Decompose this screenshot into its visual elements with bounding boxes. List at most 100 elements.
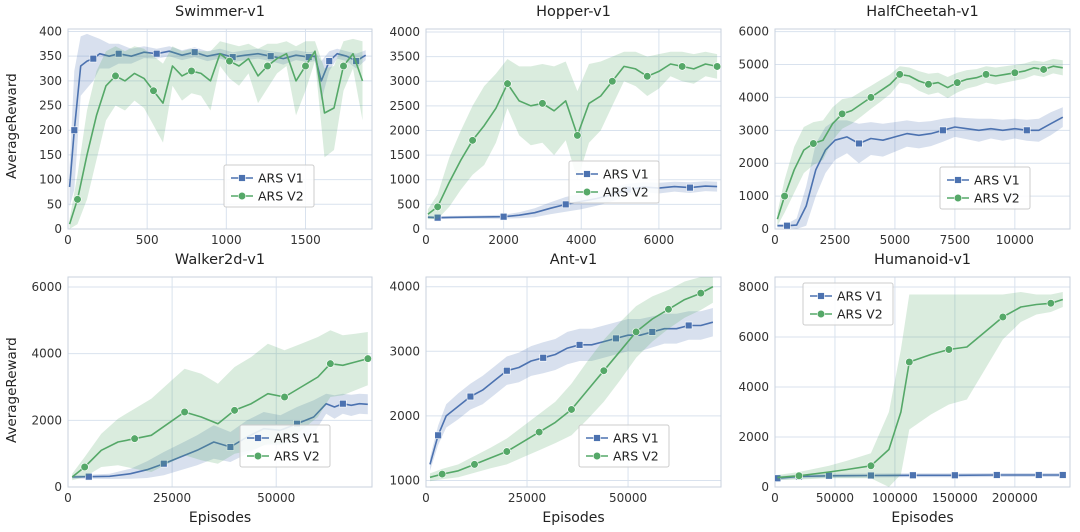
- svg-text:3000: 3000: [389, 344, 420, 358]
- svg-text:ARS V2: ARS V2: [837, 307, 883, 322]
- svg-text:400: 400: [39, 24, 62, 38]
- plot-border: [425, 276, 722, 488]
- svg-text:ARS V1: ARS V1: [837, 289, 883, 304]
- legend: ARS V1 ARS V2: [578, 424, 670, 468]
- series-ars-v1-markers: [85, 399, 347, 481]
- svg-text:500: 500: [136, 233, 159, 247]
- svg-text:4000: 4000: [31, 347, 62, 361]
- plot-border: [774, 28, 1071, 230]
- y-axis-label: AverageReward: [4, 73, 20, 179]
- series-ars-v2-line: [777, 298, 1064, 479]
- svg-text:1500: 1500: [389, 148, 420, 162]
- svg-text:0: 0: [761, 222, 769, 236]
- x-axis-label: Episodes: [188, 510, 252, 526]
- svg-text:500: 500: [397, 197, 420, 211]
- chart-title: Humanoid-v1: [873, 252, 972, 268]
- legend: ARS V1 ARS V2: [568, 160, 660, 204]
- svg-text:1000: 1000: [389, 173, 420, 187]
- chart-halfcheetah-v1: HalfCheetah-v1 0 2500 5000 7500 10000 0 1000 20…: [728, 2, 1077, 250]
- series-ars-v1-line: [68, 50, 367, 188]
- plot-area: 0 2500 5000 7500 10000 0 1000 2000 3000 4000 5000 6…: [728, 22, 1077, 250]
- y-axis-label: AverageReward: [4, 337, 20, 443]
- svg-text:5000: 5000: [738, 58, 769, 72]
- svg-text:5000: 5000: [880, 233, 911, 247]
- svg-text:ARS V2: ARS V2: [603, 185, 649, 200]
- svg-text:0: 0: [54, 222, 62, 236]
- plot-area: 0 50000 100000 150000 200000 0 2000 4000 6000 800…: [728, 270, 1077, 508]
- plot-border: [67, 276, 373, 488]
- svg-text:1000: 1000: [211, 233, 242, 247]
- svg-text:4000: 4000: [738, 380, 769, 394]
- svg-text:50000: 50000: [257, 491, 295, 505]
- svg-text:25000: 25000: [153, 491, 191, 505]
- svg-text:2500: 2500: [389, 99, 420, 113]
- svg-text:0: 0: [771, 233, 779, 247]
- plot-canvas: 0 25000 50000 0 2000 4000 6000 ARS V1 ARS V2: [31, 276, 373, 505]
- plot-canvas: 0 500 1000 1500 0 50 100 150 200 250 300 350 400 ARS …: [39, 24, 373, 247]
- chart-title: Ant-v1: [549, 252, 598, 268]
- chart-ant-v1: Ant-v1 0 25000 50000 1000 2000 3000 4000 ARS V1…: [379, 250, 728, 530]
- x-axis-label: Episodes: [542, 510, 605, 526]
- svg-text:3000: 3000: [389, 74, 420, 88]
- chart-title: Walker2d-v1: [174, 252, 266, 268]
- grid-lines: [425, 29, 721, 230]
- svg-text:ARS V2: ARS V2: [613, 449, 659, 464]
- svg-text:1000: 1000: [738, 189, 769, 203]
- svg-text:2000: 2000: [488, 233, 519, 247]
- svg-text:8000: 8000: [738, 280, 769, 294]
- svg-text:4000: 4000: [389, 280, 420, 294]
- svg-text:6000: 6000: [644, 233, 675, 247]
- plot-border: [67, 28, 373, 230]
- series-ars-v2-band: [777, 58, 1063, 226]
- svg-text:7500: 7500: [940, 233, 971, 247]
- legend: ARS V1 ARS V2: [223, 164, 315, 208]
- svg-text:150: 150: [39, 148, 62, 162]
- series-ars-v2-band: [69, 38, 363, 229]
- chart-title: Hopper-v1: [536, 4, 611, 20]
- plot-border: [774, 276, 1071, 488]
- series-ars-v1-markers: [783, 126, 1031, 229]
- svg-text:ARS V2: ARS V2: [274, 449, 320, 464]
- legend: ARS V1 ARS V2: [239, 424, 331, 468]
- chart-hopper-v1: Hopper-v1 0 2000 4000 6000 0 500 1000 1500 2000 2…: [379, 2, 728, 250]
- chart-title: HalfCheetah-v1: [866, 4, 979, 20]
- svg-text:10000: 10000: [996, 233, 1034, 247]
- series-ars-v1-markers: [434, 321, 693, 440]
- series-ars-v1-band: [430, 308, 713, 471]
- svg-text:2500: 2500: [820, 233, 851, 247]
- series-ars-v2-markers: [80, 354, 372, 472]
- svg-text:200: 200: [39, 123, 62, 137]
- svg-text:6000: 6000: [31, 280, 62, 294]
- plot-area: 0 25000 50000 1000 2000 3000 4000 ARS V1 ARS V2: [379, 270, 728, 508]
- svg-text:ARS V2: ARS V2: [258, 189, 304, 204]
- series-ars-v2-band: [427, 51, 718, 220]
- svg-text:4000: 4000: [566, 233, 597, 247]
- svg-text:1500: 1500: [290, 233, 321, 247]
- svg-text:0: 0: [771, 491, 779, 505]
- tick-labels: 0 50000 100000 150000 200000 0 2000 4000 6000 800…: [738, 280, 1037, 505]
- svg-text:0: 0: [422, 233, 430, 247]
- svg-text:4000: 4000: [389, 25, 420, 39]
- legend: ARS V1 ARS V2: [939, 166, 1031, 210]
- chart-walker2d-v1: AverageReward Walker2d-v1 0 25000 50000 0 20…: [3, 250, 379, 530]
- svg-text:2000: 2000: [389, 409, 420, 423]
- svg-text:6000: 6000: [738, 25, 769, 39]
- svg-text:ARS V1: ARS V1: [258, 171, 304, 186]
- series-ars-v2-markers: [73, 56, 348, 204]
- svg-text:0: 0: [412, 222, 420, 236]
- series-ars-v2-markers: [438, 289, 705, 479]
- svg-text:0: 0: [64, 491, 72, 505]
- svg-text:6000: 6000: [738, 330, 769, 344]
- plot-area: 0 25000 50000 0 2000 4000 6000 ARS V1 ARS V2: [21, 270, 379, 508]
- svg-text:ARS V1: ARS V1: [613, 431, 659, 446]
- svg-text:2000: 2000: [31, 413, 62, 427]
- svg-text:0: 0: [54, 480, 62, 494]
- svg-text:300: 300: [39, 74, 62, 88]
- tick-labels: 0 2500 5000 7500 10000 0 1000 2000 3000 4000 5000 6…: [738, 25, 1033, 247]
- svg-text:ARS V1: ARS V1: [603, 167, 649, 182]
- series-ars-v1-band: [69, 33, 366, 207]
- svg-text:ARS V1: ARS V1: [274, 431, 320, 446]
- svg-text:2000: 2000: [389, 123, 420, 137]
- svg-text:350: 350: [39, 49, 62, 63]
